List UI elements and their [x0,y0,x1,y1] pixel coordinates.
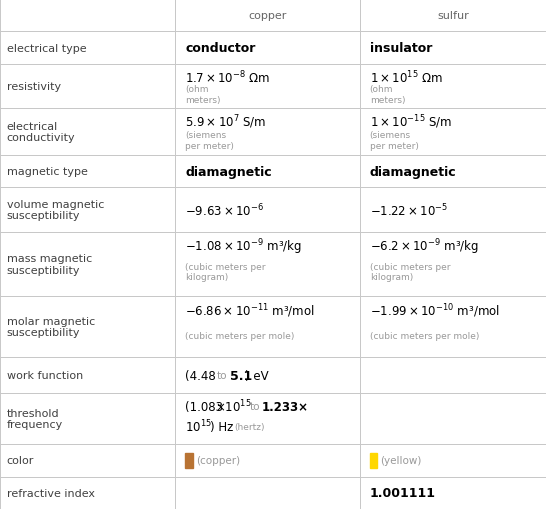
Text: insulator: insulator [370,42,432,55]
Text: electrical type: electrical type [7,44,86,53]
Text: 5.1: 5.1 [230,369,252,382]
Bar [370,453,377,468]
Text: sulfur: sulfur [437,11,469,21]
Text: (hertz): (hertz) [234,422,265,431]
Text: $-6.2\times10^{-9}$ m³/kg: $-6.2\times10^{-9}$ m³/kg [370,237,478,256]
Text: copper: copper [248,11,287,21]
Text: (ohm
meters): (ohm meters) [370,85,405,104]
Text: molar magnetic
susceptibility: molar magnetic susceptibility [7,316,95,337]
Text: $1\times10^{15}$ $\Omega$m: $1\times10^{15}$ $\Omega$m [370,70,443,86]
Text: $1\times10^{-15}$ S/m: $1\times10^{-15}$ S/m [370,114,452,131]
Text: ) Hz: ) Hz [210,420,233,433]
Text: $-6.86\times10^{-11}$ m³/mol: $-6.86\times10^{-11}$ m³/mol [185,302,314,320]
Text: $-9.63\times10^{-6}$: $-9.63\times10^{-6}$ [185,202,264,218]
Text: volume magnetic
susceptibility: volume magnetic susceptibility [7,200,104,221]
Text: 1.001111: 1.001111 [370,486,436,499]
Text: (siemens
per meter): (siemens per meter) [370,131,419,151]
Text: electrical
conductivity: electrical conductivity [7,122,75,143]
Text: $-1.08\times10^{-9}$ m³/kg: $-1.08\times10^{-9}$ m³/kg [185,237,302,256]
Text: threshold
frequency: threshold frequency [7,408,63,430]
Text: 1.233×: 1.233× [262,400,308,413]
Text: $-1.99\times10^{-10}$ m³/mol: $-1.99\times10^{-10}$ m³/mol [370,302,500,320]
Text: refractive index: refractive index [7,488,94,498]
Text: $1.7\times10^{-8}$ $\Omega$m: $1.7\times10^{-8}$ $\Omega$m [185,70,270,86]
Text: color: color [7,456,34,465]
Text: (1.083: (1.083 [185,400,223,413]
Text: (cubic meters per mole): (cubic meters per mole) [370,331,479,341]
Text: (copper): (copper) [196,456,240,465]
Text: diamagnetic: diamagnetic [185,165,272,179]
Text: diamagnetic: diamagnetic [370,165,456,179]
Text: to: to [217,371,227,380]
Text: (4.48: (4.48 [185,369,219,382]
Text: (siemens
per meter): (siemens per meter) [185,131,234,151]
Text: magnetic type: magnetic type [7,167,87,177]
Text: (cubic meters per mole): (cubic meters per mole) [185,331,294,341]
Text: mass magnetic
susceptibility: mass magnetic susceptibility [7,253,92,275]
Text: (ohm
meters): (ohm meters) [185,85,221,104]
Text: (yellow): (yellow) [381,456,422,465]
Text: (cubic meters per
kilogram): (cubic meters per kilogram) [370,262,450,281]
Text: conductor: conductor [185,42,256,55]
Text: work function: work function [7,371,83,380]
Text: ) eV: ) eV [245,369,269,382]
Text: resistivity: resistivity [7,82,61,92]
Text: $5.9\times10^{7}$ S/m: $5.9\times10^{7}$ S/m [185,114,266,131]
Text: $\times10^{15}$: $\times10^{15}$ [215,398,252,415]
Bar [185,453,193,468]
Text: $10^{15}$: $10^{15}$ [185,418,212,435]
Text: $-1.22\times10^{-5}$: $-1.22\times10^{-5}$ [370,202,448,218]
Text: (cubic meters per
kilogram): (cubic meters per kilogram) [185,262,265,281]
Text: to: to [250,402,260,411]
